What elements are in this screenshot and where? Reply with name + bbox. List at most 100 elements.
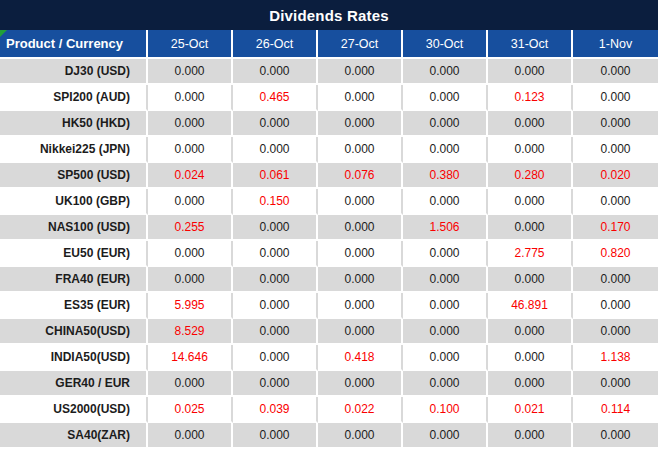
value-cell[interactable]: 0.000	[233, 241, 318, 267]
value-cell[interactable]: 0.000	[233, 319, 318, 345]
date-column-header[interactable]: 26-Oct	[233, 30, 318, 59]
value-cell[interactable]: 0.000	[148, 137, 233, 163]
product-cell[interactable]: FRA40 (EUR)	[0, 267, 148, 293]
product-cell[interactable]: Nikkei225 (JPN)	[0, 137, 148, 163]
value-cell[interactable]: 0.000	[573, 189, 658, 215]
value-cell[interactable]: 0.000	[318, 215, 403, 241]
product-cell[interactable]: CHINA50(USD)	[0, 319, 148, 345]
value-cell[interactable]: 0.000	[318, 423, 403, 449]
product-cell[interactable]: SP500 (USD)	[0, 163, 148, 189]
value-cell[interactable]: 0.000	[573, 111, 658, 137]
value-cell[interactable]: 0.000	[488, 319, 573, 345]
value-cell[interactable]: 0.000	[148, 267, 233, 293]
value-cell[interactable]: 0.000	[318, 111, 403, 137]
value-cell[interactable]: 0.000	[318, 241, 403, 267]
value-cell[interactable]: 0.061	[233, 163, 318, 189]
value-cell[interactable]: 0.820	[573, 241, 658, 267]
value-cell[interactable]: 14.646	[148, 345, 233, 371]
value-cell[interactable]: 0.000	[488, 59, 573, 85]
product-cell[interactable]: US2000(USD)	[0, 397, 148, 423]
value-cell[interactable]: 0.076	[318, 163, 403, 189]
product-cell[interactable]: SA40(ZAR)	[0, 423, 148, 449]
product-cell[interactable]: HK50 (HKD)	[0, 111, 148, 137]
value-cell[interactable]: 0.465	[233, 85, 318, 111]
value-cell[interactable]: 0.000	[488, 111, 573, 137]
value-cell[interactable]: 0.000	[403, 137, 488, 163]
value-cell[interactable]: 1.506	[403, 215, 488, 241]
value-cell[interactable]: 0.000	[233, 111, 318, 137]
value-cell[interactable]: 0.000	[573, 137, 658, 163]
value-cell[interactable]: 0.280	[488, 163, 573, 189]
product-cell[interactable]: UK100 (GBP)	[0, 189, 148, 215]
value-cell[interactable]: 0.000	[403, 85, 488, 111]
product-cell[interactable]: NAS100 (USD)	[0, 215, 148, 241]
product-cell[interactable]: ES35 (EUR)	[0, 293, 148, 319]
value-cell[interactable]: 0.000	[233, 215, 318, 241]
value-cell[interactable]: 2.775	[488, 241, 573, 267]
value-cell[interactable]: 0.000	[573, 319, 658, 345]
value-cell[interactable]: 0.025	[148, 397, 233, 423]
value-cell[interactable]: 0.114	[573, 397, 658, 423]
value-cell[interactable]: 0.000	[403, 293, 488, 319]
value-cell[interactable]: 0.000	[148, 371, 233, 397]
value-cell[interactable]: 0.000	[488, 267, 573, 293]
product-currency-header[interactable]: Product / Currency	[0, 30, 148, 59]
value-cell[interactable]: 0.000	[318, 85, 403, 111]
value-cell[interactable]: 0.000	[148, 189, 233, 215]
value-cell[interactable]: 0.000	[148, 85, 233, 111]
value-cell[interactable]: 0.000	[403, 59, 488, 85]
value-cell[interactable]: 0.000	[573, 371, 658, 397]
value-cell[interactable]: 0.000	[488, 371, 573, 397]
value-cell[interactable]: 0.255	[148, 215, 233, 241]
value-cell[interactable]: 0.380	[403, 163, 488, 189]
value-cell[interactable]: 0.000	[488, 423, 573, 449]
value-cell[interactable]: 0.000	[488, 345, 573, 371]
value-cell[interactable]: 0.170	[573, 215, 658, 241]
value-cell[interactable]: 0.418	[318, 345, 403, 371]
value-cell[interactable]: 0.000	[573, 267, 658, 293]
value-cell[interactable]: 46.891	[488, 293, 573, 319]
value-cell[interactable]: 0.000	[233, 423, 318, 449]
value-cell[interactable]: 0.022	[318, 397, 403, 423]
value-cell[interactable]: 0.000	[403, 111, 488, 137]
value-cell[interactable]: 0.150	[233, 189, 318, 215]
value-cell[interactable]: 1.138	[573, 345, 658, 371]
value-cell[interactable]: 0.024	[148, 163, 233, 189]
value-cell[interactable]: 0.000	[318, 59, 403, 85]
value-cell[interactable]: 0.000	[148, 111, 233, 137]
product-cell[interactable]: SPI200 (AUD)	[0, 85, 148, 111]
value-cell[interactable]: 0.000	[148, 59, 233, 85]
value-cell[interactable]: 0.000	[318, 137, 403, 163]
value-cell[interactable]: 0.000	[403, 241, 488, 267]
value-cell[interactable]: 0.000	[233, 137, 318, 163]
date-column-header[interactable]: 31-Oct	[488, 30, 573, 59]
value-cell[interactable]: 0.000	[403, 189, 488, 215]
value-cell[interactable]: 0.000	[573, 85, 658, 111]
value-cell[interactable]: 0.000	[403, 267, 488, 293]
value-cell[interactable]: 0.020	[573, 163, 658, 189]
value-cell[interactable]: 0.000	[233, 371, 318, 397]
value-cell[interactable]: 8.529	[148, 319, 233, 345]
value-cell[interactable]: 0.000	[403, 345, 488, 371]
value-cell[interactable]: 0.000	[403, 423, 488, 449]
date-column-header[interactable]: 1-Nov	[573, 30, 658, 59]
value-cell[interactable]: 0.000	[148, 423, 233, 449]
value-cell[interactable]: 0.100	[403, 397, 488, 423]
value-cell[interactable]: 0.021	[488, 397, 573, 423]
value-cell[interactable]: 0.000	[318, 267, 403, 293]
value-cell[interactable]: 0.000	[318, 371, 403, 397]
value-cell[interactable]: 0.000	[318, 189, 403, 215]
value-cell[interactable]: 0.000	[233, 59, 318, 85]
value-cell[interactable]: 0.000	[573, 293, 658, 319]
value-cell[interactable]: 0.000	[233, 293, 318, 319]
date-column-header[interactable]: 30-Oct	[403, 30, 488, 59]
value-cell[interactable]: 0.000	[318, 293, 403, 319]
product-cell[interactable]: INDIA50(USD)	[0, 345, 148, 371]
value-cell[interactable]: 0.000	[488, 189, 573, 215]
value-cell[interactable]: 0.123	[488, 85, 573, 111]
value-cell[interactable]: 0.000	[233, 267, 318, 293]
value-cell[interactable]: 0.000	[233, 345, 318, 371]
value-cell[interactable]: 0.000	[403, 319, 488, 345]
value-cell[interactable]: 0.000	[403, 371, 488, 397]
value-cell[interactable]: 0.000	[488, 137, 573, 163]
